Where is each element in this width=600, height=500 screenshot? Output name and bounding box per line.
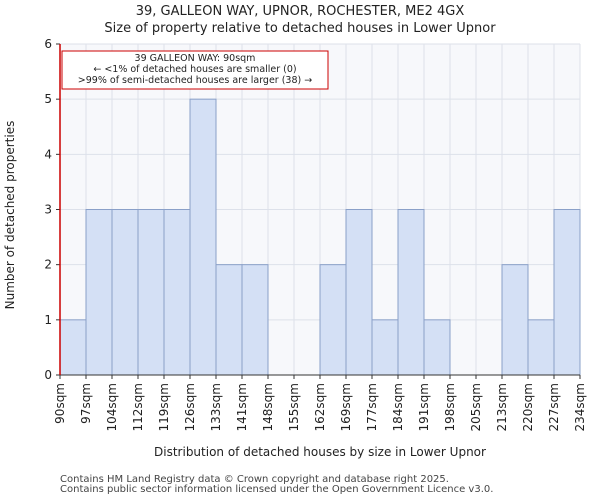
y-tick-label: 0 [44,368,52,382]
x-tick-label: 234sqm [573,383,587,431]
annotation: 39 GALLEON WAY: 90sqm ← <1% of detached … [61,50,329,90]
y-tick-label: 5 [44,92,52,106]
bar-227sqm [553,209,581,376]
bar-169sqm [345,209,373,376]
x-tick-label: 97sqm [79,383,93,424]
x-tick-label: 90sqm [53,383,67,424]
bar-112sqm [137,209,165,376]
bar-213sqm [501,264,529,376]
footer-line-1: Contains HM Land Registry data © Crown c… [60,474,449,485]
y-tick-label: 1 [44,313,52,327]
bars [59,98,581,376]
annotation-box [61,50,329,90]
annotation-line-3: >99% of semi-detached houses are larger … [78,75,312,86]
annotation-line-1: 39 GALLEON WAY: 90sqm [135,53,256,64]
x-tick-label: 119sqm [157,383,171,431]
x-tick-label: 133sqm [209,383,223,431]
bar-119sqm [163,209,191,376]
x-tick-label: 177sqm [365,383,379,431]
bar-97sqm [85,209,113,376]
x-tick-label: 191sqm [417,383,431,431]
bar-191sqm [423,319,451,376]
x-tick-label: 169sqm [339,383,353,431]
footer-line-2: Contains public sector information licen… [60,484,494,495]
x-tick-label: 213sqm [495,383,509,431]
x-tick-label: 126sqm [183,383,197,431]
x-tick-label: 155sqm [287,383,301,431]
bar-141sqm [241,264,269,376]
chart-subtitle: Size of property relative to detached ho… [104,21,496,36]
bar-220sqm [527,319,555,376]
x-tick-label: 198sqm [443,383,457,431]
y-tick-label: 4 [44,147,52,161]
y-tick-label: 6 [44,37,52,51]
x-tick-label: 141sqm [235,383,249,431]
bar-90sqm [59,319,87,376]
x-axis-label: Distribution of detached houses by size … [154,445,486,459]
bar-126sqm [189,98,217,376]
x-tick-label: 220sqm [521,383,535,431]
x-ticks: 90sqm 97sqm 104sqm 112sqm 119sqm 126sqm 133sqm… [53,375,587,431]
x-tick-label: 162sqm [313,383,327,431]
x-tick-label: 112sqm [131,383,145,431]
bar-162sqm [319,264,347,376]
annotation-line-2: ← <1% of detached houses are smaller (0) [93,64,296,75]
y-tick-label: 3 [44,203,52,217]
chart-title: 39, GALLEON WAY, UPNOR, ROCHESTER, ME2 4… [136,4,465,19]
bar-177sqm [371,319,399,376]
bar-104sqm [111,209,139,376]
x-tick-label: 104sqm [105,383,119,431]
bar-184sqm [397,209,425,376]
x-tick-label: 148sqm [261,383,275,431]
y-ticks: 0 1 2 3 4 5 6 [44,37,60,382]
y-axis-label: Number of detached properties [3,121,17,310]
y-tick-label: 2 [44,258,52,272]
x-tick-label: 227sqm [547,383,561,431]
x-tick-label: 184sqm [391,383,405,431]
x-tick-label: 205sqm [469,383,483,431]
bar-133sqm [215,264,243,376]
